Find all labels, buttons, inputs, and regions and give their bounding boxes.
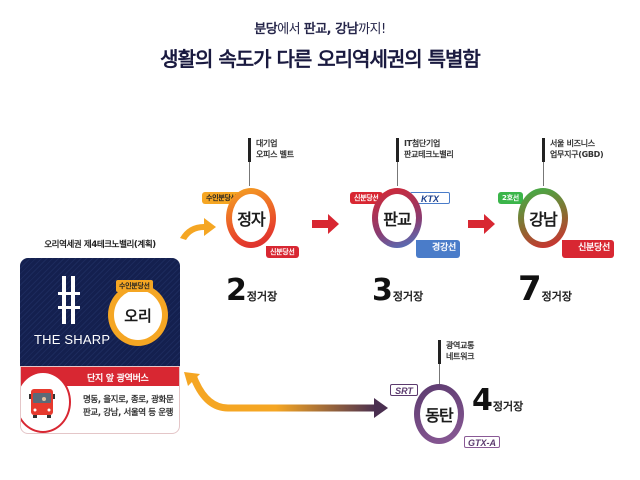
stops-unit: 정거장 xyxy=(246,290,278,303)
srt-logo: SRT xyxy=(390,384,418,396)
station-name: 오리 xyxy=(114,290,162,340)
stops-unit: 정거장 xyxy=(541,290,573,303)
station-dongtan: 동탄 xyxy=(414,384,464,444)
station-gangnam: 강남 xyxy=(518,188,568,248)
card-bottom: 단지 앞 광역버스 명동, 을지로, 종로, 광화문 판교, 강남, 서울역 등… xyxy=(20,366,180,434)
line-tag-sinbundang: 신분당선 xyxy=(350,192,383,204)
station-name: 강남 xyxy=(524,194,562,242)
line-tag-gyeonggang: 경강선 xyxy=(416,240,460,258)
callout-bar xyxy=(248,138,251,162)
callout-stem xyxy=(439,364,440,386)
subtitle-part: 분당 xyxy=(254,22,278,37)
subtitle-part: 에서 xyxy=(277,22,304,37)
stops-pangyo: 3 정거장 xyxy=(372,276,423,306)
origin-label: 오리역세권 제4테크노밸리(계획) xyxy=(44,240,156,250)
stops-count: 3 xyxy=(372,273,393,308)
callout-line: 판교테크노밸리 xyxy=(404,150,454,159)
stops-count: 4 xyxy=(472,383,493,418)
bus-routes: 명동, 을지로, 종로, 광화문 판교, 강남, 서울역 등 운행 xyxy=(83,394,174,420)
arrow-right-icon xyxy=(468,214,495,234)
brand-name: THE SHARP xyxy=(34,332,111,347)
bus-route-line: 판교, 강남, 서울역 등 운행 xyxy=(83,408,174,418)
page-title: 생활의 속도가 다른 오리역세권의 특별함 xyxy=(160,47,481,71)
callout-line: 업무지구(GBD) xyxy=(550,150,604,159)
gtx-a-logo: GTX-A xyxy=(464,436,500,448)
arrow-right-icon xyxy=(312,214,339,234)
arrow-right-icon xyxy=(180,218,216,240)
subtitle: 분당에서 판교, 강남까지! xyxy=(0,18,640,37)
callout-line: 대기업 xyxy=(256,139,278,148)
station-jeongja: 정자 xyxy=(226,188,276,248)
callout-bar xyxy=(438,340,441,364)
station-name: 판교 xyxy=(378,194,416,242)
stops-dongtan: 4 정거장 xyxy=(472,386,523,416)
station-name: 동탄 xyxy=(420,390,458,438)
bus-circle xyxy=(21,371,71,433)
ktx-logo: KTX xyxy=(410,192,450,204)
stops-gangnam: 7 정거장 xyxy=(518,272,572,306)
stops-jeongja: 2 정거장 xyxy=(226,276,277,306)
callout-line: 오피스 벨트 xyxy=(256,150,294,159)
callout-line: 광역교통 xyxy=(446,341,475,350)
station-pangyo: 판교 xyxy=(372,188,422,248)
the-sharp-logo-icon xyxy=(58,276,80,324)
line-tag-sinbundang: 신분당선 xyxy=(266,246,299,258)
callout-bar xyxy=(396,138,399,162)
line-tag-line2: 2호선 xyxy=(498,192,523,204)
callout-line: 서울 비즈니스 xyxy=(550,139,595,148)
callout-stem xyxy=(397,162,398,186)
bus-icon xyxy=(29,389,55,418)
headline: 분당에서 판교, 강남까지! 생활의 속도가 다른 오리역세권의 특별함 xyxy=(0,18,640,72)
callout-line: IT첨단기업 xyxy=(404,139,441,148)
callout-stem xyxy=(543,162,544,186)
bus-title: 단지 앞 광역버스 xyxy=(87,374,149,384)
subtitle-part: 판교, 강남 xyxy=(303,22,359,37)
bus-route-line: 명동, 을지로, 종로, 광화문 xyxy=(83,395,174,405)
card-top: THE SHARP 오리 수인분당선 xyxy=(20,258,180,366)
stops-count: 7 xyxy=(518,269,542,309)
callout-bar xyxy=(542,138,545,162)
stops-unit: 정거장 xyxy=(392,290,424,303)
subtitle-part: 까지! xyxy=(358,22,386,37)
line-tag-suin-bundang: 수인분당선 xyxy=(116,280,153,292)
stops-unit: 정거장 xyxy=(492,400,524,413)
line-tag-sinbundang: 신분당선 xyxy=(562,240,614,258)
origin-card: THE SHARP 오리 수인분당선 단지 앞 광역버스 명동, 을지로, 종로… xyxy=(20,258,180,434)
station-name: 정자 xyxy=(232,194,270,242)
stops-count: 2 xyxy=(226,273,247,308)
callout-line: 네트워크 xyxy=(446,352,475,361)
callout-stem xyxy=(249,162,250,186)
double-arrow-icon xyxy=(184,372,388,418)
station-ori: 오리 xyxy=(108,284,168,346)
